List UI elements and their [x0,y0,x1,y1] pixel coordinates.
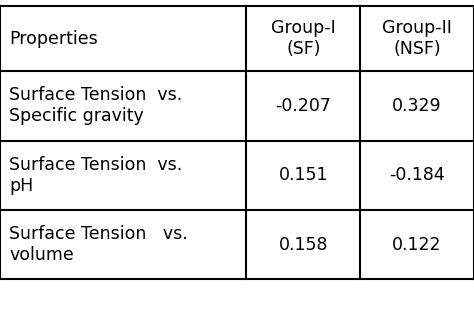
Text: Surface Tension   vs.
volume: Surface Tension vs. volume [9,225,188,264]
Text: Surface Tension  vs.
Specific gravity: Surface Tension vs. Specific gravity [9,86,183,125]
Text: 0.122: 0.122 [392,236,442,254]
Text: Properties: Properties [9,30,98,48]
Text: Surface Tension  vs.
pH: Surface Tension vs. pH [9,156,183,195]
Text: -0.207: -0.207 [275,97,331,115]
Text: Group-I
(SF): Group-I (SF) [271,19,336,58]
Text: 0.158: 0.158 [279,236,328,254]
Text: -0.184: -0.184 [389,166,445,184]
Text: Group-II
(NSF): Group-II (NSF) [382,19,452,58]
Text: 0.329: 0.329 [392,97,442,115]
Text: 0.151: 0.151 [279,166,328,184]
